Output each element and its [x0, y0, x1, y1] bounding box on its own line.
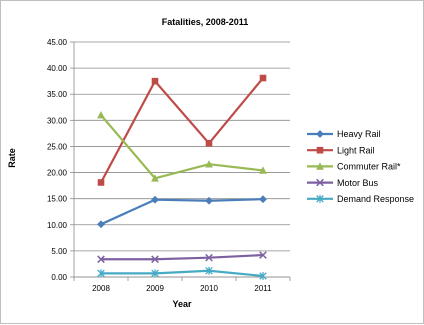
legend-label: Heavy Rail — [337, 129, 381, 139]
legend-entry: Commuter Rail* — [307, 162, 401, 172]
series-line — [100, 198, 264, 226]
y-tick-label: 15.00 — [47, 195, 68, 204]
legend-marker — [316, 146, 324, 154]
series-layer — [97, 74, 267, 280]
y-tick-label: 10.00 — [47, 221, 68, 230]
data-point — [259, 251, 267, 259]
x-axis-ticks: 2008 2009 2010 2011 — [73, 277, 291, 293]
y-tick-label: 35.00 — [47, 90, 68, 99]
data-point — [205, 266, 213, 275]
data-point — [259, 195, 267, 204]
y-tick-label: 0.00 — [51, 273, 67, 282]
chart-title: Fatalities, 2008-2011 — [162, 17, 249, 27]
data-point — [97, 269, 105, 278]
gridlines — [74, 41, 290, 278]
data-point — [97, 179, 105, 186]
legend-label: Commuter Rail* — [337, 162, 401, 172]
data-point — [259, 166, 267, 174]
series-2 — [97, 111, 267, 182]
y-tick-label: 40.00 — [47, 64, 68, 73]
data-point — [151, 255, 159, 264]
data-point — [205, 196, 213, 205]
data-point — [259, 74, 267, 82]
legend-entry: Demand Response — [307, 194, 414, 204]
series-line — [100, 77, 264, 183]
data-point — [259, 272, 267, 280]
data-point — [151, 195, 159, 204]
series-4 — [97, 266, 267, 280]
series-line — [101, 253, 264, 261]
data-point — [205, 160, 213, 168]
x-tick-label: 2011 — [254, 284, 272, 293]
data-point — [205, 253, 213, 262]
y-tick-label: 30.00 — [47, 116, 68, 125]
data-point — [205, 140, 213, 147]
y-axis-ticks: 0.00 5.00 10.00 15.00 20.00 25.00 30.00 35.00 40… — [47, 38, 74, 282]
series-3 — [97, 251, 267, 264]
data-point — [151, 77, 159, 85]
legend-marker — [316, 194, 324, 203]
plot-axes — [73, 42, 290, 278]
x-tick-label: 2008 — [92, 284, 110, 293]
series-0 — [97, 195, 267, 229]
legend-entry: Heavy Rail — [307, 129, 381, 139]
y-tick-label: 20.00 — [47, 169, 68, 178]
legend-label: Demand Response — [337, 194, 414, 204]
legend-marker — [316, 130, 324, 138]
legend-label: Light Rail — [337, 145, 375, 155]
legend-entry: Light Rail — [307, 145, 375, 155]
y-tick-label: 45.00 — [47, 38, 68, 47]
legend-entry: Motor Bus — [307, 178, 379, 188]
data-point — [151, 174, 159, 182]
x-tick-label: 2010 — [200, 284, 218, 293]
y-axis-title: Rate — [7, 148, 17, 168]
legend-label: Motor Bus — [337, 178, 379, 188]
data-point — [97, 220, 105, 229]
series-line — [100, 114, 264, 180]
y-tick-label: 25.00 — [47, 142, 68, 151]
series-1 — [97, 74, 267, 186]
data-point — [151, 269, 159, 278]
legend-marker — [316, 178, 324, 187]
series-line — [101, 269, 264, 278]
x-axis-title: Year — [172, 299, 192, 309]
legend: Heavy Rail Light Rail Commuter Rail* Motor … — [307, 129, 414, 204]
y-tick-label: 5.00 — [51, 247, 67, 256]
x-tick-label: 2009 — [146, 284, 164, 293]
data-point — [97, 255, 105, 264]
legend-marker — [316, 162, 324, 170]
data-point — [97, 111, 105, 119]
